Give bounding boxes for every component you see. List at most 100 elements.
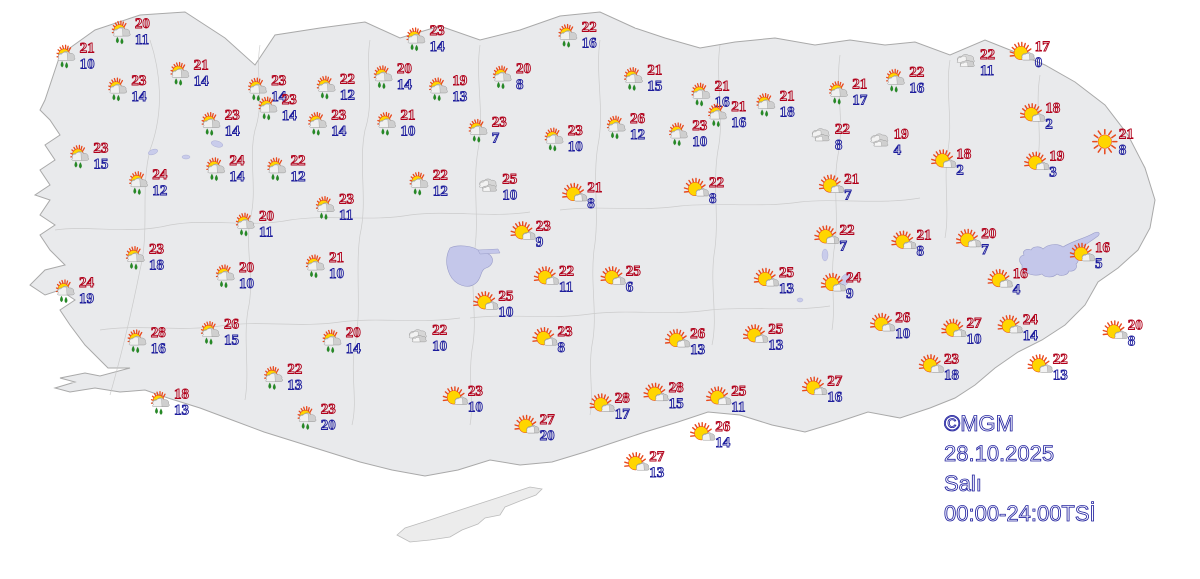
svg-text:23: 23 [93,140,108,156]
svg-text:19: 19 [894,127,909,143]
svg-text:13: 13 [287,378,302,394]
svg-text:10: 10 [568,139,583,155]
svg-text:23: 23 [430,23,445,39]
svg-text:22: 22 [433,167,448,183]
svg-text:14: 14 [715,435,731,451]
svg-text:2: 2 [1045,116,1053,132]
svg-text:16: 16 [582,36,598,52]
svg-text:14: 14 [225,124,241,140]
svg-text:12: 12 [340,87,355,103]
svg-text:12: 12 [291,169,306,185]
svg-text:13: 13 [779,281,794,297]
svg-text:7: 7 [981,242,989,258]
svg-text:15: 15 [224,333,239,349]
svg-text:7: 7 [844,188,852,204]
svg-text:8: 8 [917,244,925,260]
svg-text:23: 23 [282,92,297,108]
svg-text:23: 23 [331,108,346,124]
svg-text:10: 10 [967,332,982,348]
svg-text:23: 23 [536,218,551,234]
svg-text:16: 16 [827,390,843,406]
svg-text:12: 12 [433,183,448,199]
svg-text:28.10.2025: 28.10.2025 [944,441,1054,466]
svg-text:18: 18 [944,367,959,383]
svg-text:15: 15 [669,396,684,412]
svg-text:23: 23 [149,242,164,258]
svg-text:11: 11 [339,208,353,224]
svg-text:23: 23 [321,402,336,418]
svg-text:21: 21 [844,172,859,188]
svg-text:3: 3 [1049,165,1057,181]
svg-text:10: 10 [895,326,910,342]
svg-text:23: 23 [492,115,507,131]
svg-text:19: 19 [79,291,94,307]
svg-text:19: 19 [452,73,467,89]
svg-text:13: 13 [1053,367,1068,383]
svg-text:21: 21 [715,78,730,94]
svg-text:10: 10 [502,188,517,204]
svg-text:21: 21 [852,77,867,93]
svg-text:23: 23 [568,123,583,139]
svg-text:14: 14 [346,341,362,357]
svg-text:13: 13 [690,342,705,358]
svg-text:27: 27 [967,316,983,332]
svg-text:10: 10 [432,338,447,354]
svg-text:12: 12 [630,127,645,143]
svg-text:14: 14 [131,89,147,105]
svg-text:27: 27 [649,449,665,465]
svg-text:18: 18 [1045,100,1060,116]
svg-text:24: 24 [152,167,168,183]
svg-text:6: 6 [626,279,634,295]
svg-text:10: 10 [400,124,415,140]
svg-text:23: 23 [339,192,354,208]
svg-text:21: 21 [400,108,415,124]
svg-text:©MGM: ©MGM [944,411,1014,436]
svg-text:17: 17 [852,93,868,109]
svg-text:10: 10 [329,266,344,282]
svg-text:22: 22 [909,64,924,80]
svg-text:8: 8 [516,77,524,93]
svg-text:13: 13 [768,337,783,353]
svg-text:8: 8 [1128,334,1136,350]
svg-text:10: 10 [239,276,254,292]
svg-text:14: 14 [430,39,446,55]
svg-text:15: 15 [93,156,108,172]
svg-text:8: 8 [558,340,566,356]
svg-text:23: 23 [131,73,146,89]
svg-text:11: 11 [980,63,994,79]
svg-text:18: 18 [149,258,164,274]
svg-text:5: 5 [1095,256,1103,272]
svg-text:9: 9 [846,286,854,302]
svg-text:13: 13 [649,465,664,481]
svg-text:8: 8 [835,137,843,153]
svg-text:26: 26 [224,317,240,333]
svg-text:22: 22 [340,71,355,87]
svg-text:21: 21 [731,99,746,115]
svg-text:16: 16 [1013,266,1029,282]
svg-text:28: 28 [615,391,630,407]
svg-text:25: 25 [502,172,517,188]
svg-text:4: 4 [1013,282,1021,298]
svg-text:18: 18 [174,387,189,403]
svg-text:25: 25 [731,383,746,399]
svg-text:28: 28 [151,325,166,341]
svg-text:11: 11 [135,32,149,48]
svg-text:23: 23 [944,351,959,367]
svg-text:11: 11 [259,224,273,240]
svg-text:8: 8 [709,191,717,207]
svg-text:26: 26 [895,310,911,326]
svg-text:22: 22 [709,175,724,191]
svg-text:21: 21 [587,180,602,196]
svg-text:14: 14 [229,169,245,185]
svg-text:2: 2 [956,162,964,178]
svg-text:20: 20 [981,226,996,242]
svg-text:23: 23 [692,118,707,134]
svg-text:20: 20 [346,325,361,341]
svg-text:22: 22 [291,153,306,169]
svg-text:27: 27 [827,374,843,390]
svg-text:12: 12 [152,183,167,199]
svg-text:24: 24 [1023,312,1039,328]
svg-text:21: 21 [329,250,344,266]
svg-text:14: 14 [397,77,413,93]
svg-text:22: 22 [287,362,302,378]
